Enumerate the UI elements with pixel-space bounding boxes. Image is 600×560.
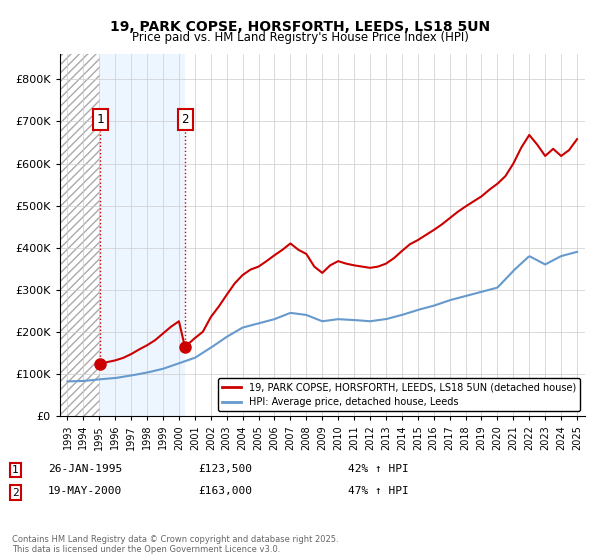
Text: 19, PARK COPSE, HORSFORTH, LEEDS, LS18 5UN: 19, PARK COPSE, HORSFORTH, LEEDS, LS18 5…	[110, 20, 490, 34]
Text: 19-MAY-2000: 19-MAY-2000	[48, 487, 122, 497]
Text: 26-JAN-1995: 26-JAN-1995	[48, 464, 122, 474]
Text: 2: 2	[181, 113, 189, 126]
Bar	[100, 54, 185, 416]
Text: 1: 1	[12, 465, 19, 475]
Text: 2: 2	[12, 488, 19, 498]
Bar	[59, 54, 100, 416]
Text: £163,000: £163,000	[198, 487, 252, 497]
Text: Price paid vs. HM Land Registry's House Price Index (HPI): Price paid vs. HM Land Registry's House …	[131, 31, 469, 44]
Text: £123,500: £123,500	[198, 464, 252, 474]
Text: 42% ↑ HPI: 42% ↑ HPI	[348, 464, 409, 474]
Legend: 19, PARK COPSE, HORSFORTH, LEEDS, LS18 5UN (detached house), HPI: Average price,: 19, PARK COPSE, HORSFORTH, LEEDS, LS18 5…	[218, 379, 580, 411]
Text: 1: 1	[97, 113, 104, 126]
Text: 47% ↑ HPI: 47% ↑ HPI	[348, 487, 409, 497]
Text: Contains HM Land Registry data © Crown copyright and database right 2025.
This d: Contains HM Land Registry data © Crown c…	[12, 535, 338, 554]
